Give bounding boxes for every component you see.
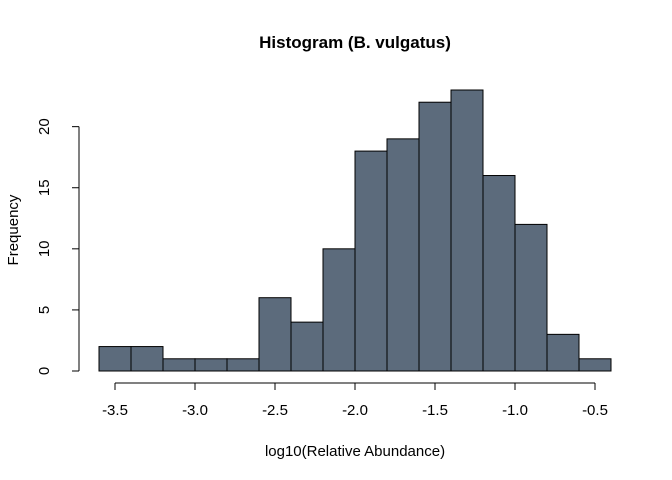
y-tick-label: 10 bbox=[36, 240, 53, 257]
histogram-bar bbox=[322, 248, 356, 372]
x-tick-label: -2.5 bbox=[262, 402, 288, 419]
x-tick-label: -0.5 bbox=[582, 402, 608, 419]
histogram-bar bbox=[514, 223, 548, 372]
histogram-bar bbox=[162, 358, 196, 372]
y-axis-label: Frequency bbox=[5, 194, 22, 265]
y-tick-label: 15 bbox=[36, 179, 53, 196]
x-tick-label: -1.5 bbox=[422, 402, 448, 419]
x-tick-label: -1.0 bbox=[502, 402, 528, 419]
y-axis: 0 5 10 15 20 bbox=[36, 118, 80, 375]
histogram-bar bbox=[450, 89, 484, 372]
x-axis-label: log10(Relative Abundance) bbox=[265, 443, 445, 460]
histogram-bar bbox=[482, 175, 516, 372]
x-tick-label: -3.5 bbox=[102, 402, 128, 419]
histogram-bar bbox=[386, 138, 420, 372]
histogram-bar bbox=[130, 346, 164, 372]
x-tick-label: -2.0 bbox=[342, 402, 368, 419]
chart-title: Histogram (B. vulgatus) bbox=[259, 33, 451, 52]
y-tick-label: 5 bbox=[36, 306, 53, 314]
histogram-bar bbox=[98, 346, 132, 372]
histogram-bar bbox=[194, 358, 228, 372]
x-tick-label: -3.0 bbox=[182, 402, 208, 419]
y-tick-label: 20 bbox=[36, 118, 53, 135]
histogram-bar bbox=[290, 321, 324, 372]
histogram-bar bbox=[258, 297, 292, 372]
x-axis: -3.5 -3.0 -2.5 -2.0 -1.5 -1.0 -0.5 bbox=[102, 382, 608, 419]
histogram-bar bbox=[226, 358, 260, 372]
bars-group bbox=[98, 89, 612, 372]
histogram-bar bbox=[546, 333, 580, 372]
histogram-bar bbox=[578, 358, 612, 372]
histogram-bar bbox=[354, 150, 388, 372]
histogram-bar bbox=[418, 101, 452, 372]
y-tick-label: 0 bbox=[36, 367, 53, 375]
